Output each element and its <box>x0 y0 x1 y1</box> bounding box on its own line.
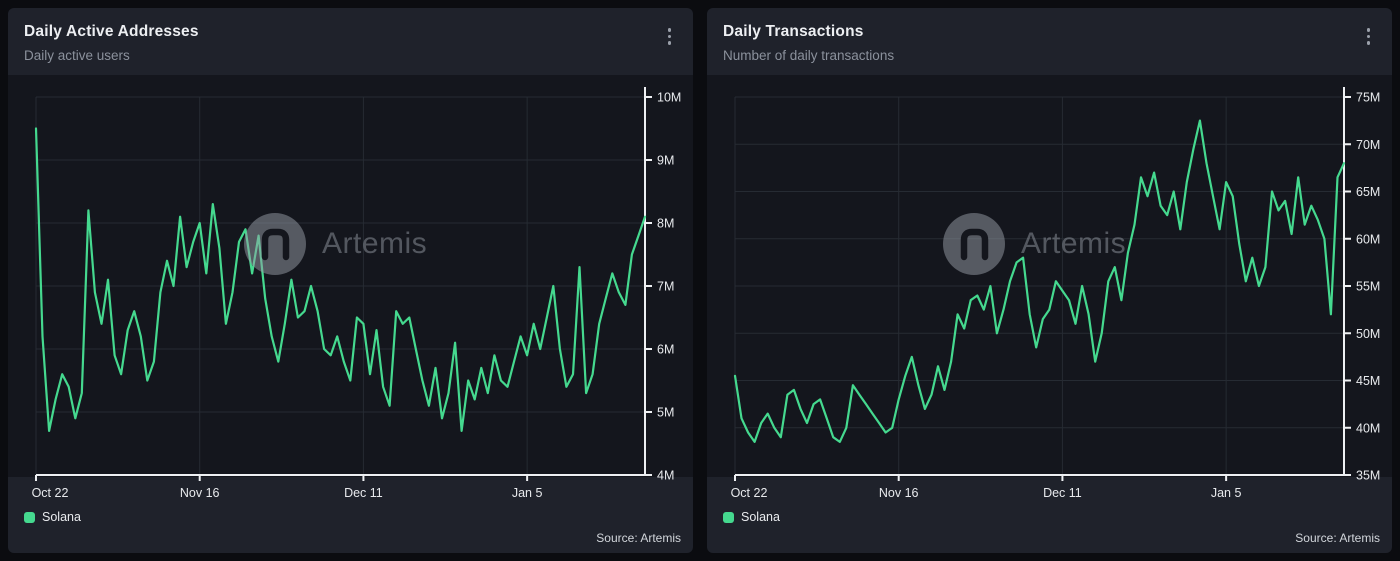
panel-title: Daily Active Addresses <box>24 23 199 40</box>
panel-daily-active-addresses: Daily Active Addresses Daily active user… <box>8 8 693 553</box>
svg-text:6M: 6M <box>657 343 674 357</box>
svg-text:5M: 5M <box>657 406 674 420</box>
svg-text:50M: 50M <box>1356 327 1380 341</box>
panel-footer: Solana Source: Artemis <box>707 505 1392 553</box>
panel-daily-transactions: Daily Transactions Number of daily trans… <box>707 8 1392 553</box>
svg-text:60M: 60M <box>1356 232 1380 246</box>
panel-menu-button[interactable] <box>1361 23 1377 50</box>
legend-swatch <box>24 511 35 523</box>
source-attribution: Source: Artemis <box>1295 531 1380 545</box>
svg-text:8M: 8M <box>657 217 674 231</box>
legend-item-solana[interactable]: Solana <box>24 510 81 524</box>
svg-text:10M: 10M <box>657 91 681 105</box>
panel-subtitle: Daily active users <box>24 48 130 63</box>
daily-active-addresses-chart[interactable]: 4M 5M 6M 7M 8M 9M 10M Oct 22 Nov 16 Dec 11 Jan 5 <box>8 75 693 505</box>
chart-area: 4M 5M 6M 7M 8M 9M 10M Oct 22 Nov 16 Dec 11 Jan 5 A… <box>8 75 693 505</box>
panel-titles: Daily Transactions Number of daily trans… <box>723 23 894 63</box>
legend-item-solana[interactable]: Solana <box>723 510 780 524</box>
svg-text:70M: 70M <box>1356 138 1380 152</box>
svg-text:7M: 7M <box>657 280 674 294</box>
svg-text:Nov 16: Nov 16 <box>879 486 919 500</box>
svg-text:Nov 16: Nov 16 <box>180 486 220 500</box>
svg-text:4M: 4M <box>657 469 674 483</box>
svg-text:Jan 5: Jan 5 <box>1211 486 1242 500</box>
legend-label: Solana <box>42 510 81 524</box>
legend-swatch <box>723 511 734 523</box>
svg-text:40M: 40M <box>1356 421 1380 435</box>
source-attribution: Source: Artemis <box>596 531 681 545</box>
svg-text:35M: 35M <box>1356 469 1380 483</box>
panel-menu-button[interactable] <box>662 23 678 50</box>
svg-text:Oct 22: Oct 22 <box>32 486 69 500</box>
svg-text:Dec 11: Dec 11 <box>1043 486 1082 500</box>
svg-text:45M: 45M <box>1356 374 1380 388</box>
panel-subtitle: Number of daily transactions <box>723 48 895 63</box>
legend-label: Solana <box>741 510 780 524</box>
panel-header: Daily Transactions Number of daily trans… <box>707 8 1392 75</box>
kebab-menu-icon <box>1366 28 1370 45</box>
svg-text:Oct 22: Oct 22 <box>731 486 768 500</box>
daily-transactions-chart[interactable]: 35M 40M 45M 50M 55M 60M 65M 70M 75M Oct 22 Nov 16 D… <box>707 75 1392 505</box>
kebab-menu-icon <box>667 28 671 45</box>
panel-footer: Solana Source: Artemis <box>8 505 693 553</box>
svg-text:Jan 5: Jan 5 <box>512 486 543 500</box>
chart-area: 35M 40M 45M 50M 55M 60M 65M 70M 75M Oct 22 Nov 16 D… <box>707 75 1392 505</box>
svg-text:55M: 55M <box>1356 280 1380 294</box>
panel-title: Daily Transactions <box>723 23 864 40</box>
panel-header: Daily Active Addresses Daily active user… <box>8 8 693 75</box>
svg-text:9M: 9M <box>657 154 674 168</box>
panel-titles: Daily Active Addresses Daily active user… <box>24 23 199 63</box>
svg-text:75M: 75M <box>1356 91 1380 105</box>
svg-text:65M: 65M <box>1356 185 1380 199</box>
svg-text:Dec 11: Dec 11 <box>344 486 383 500</box>
